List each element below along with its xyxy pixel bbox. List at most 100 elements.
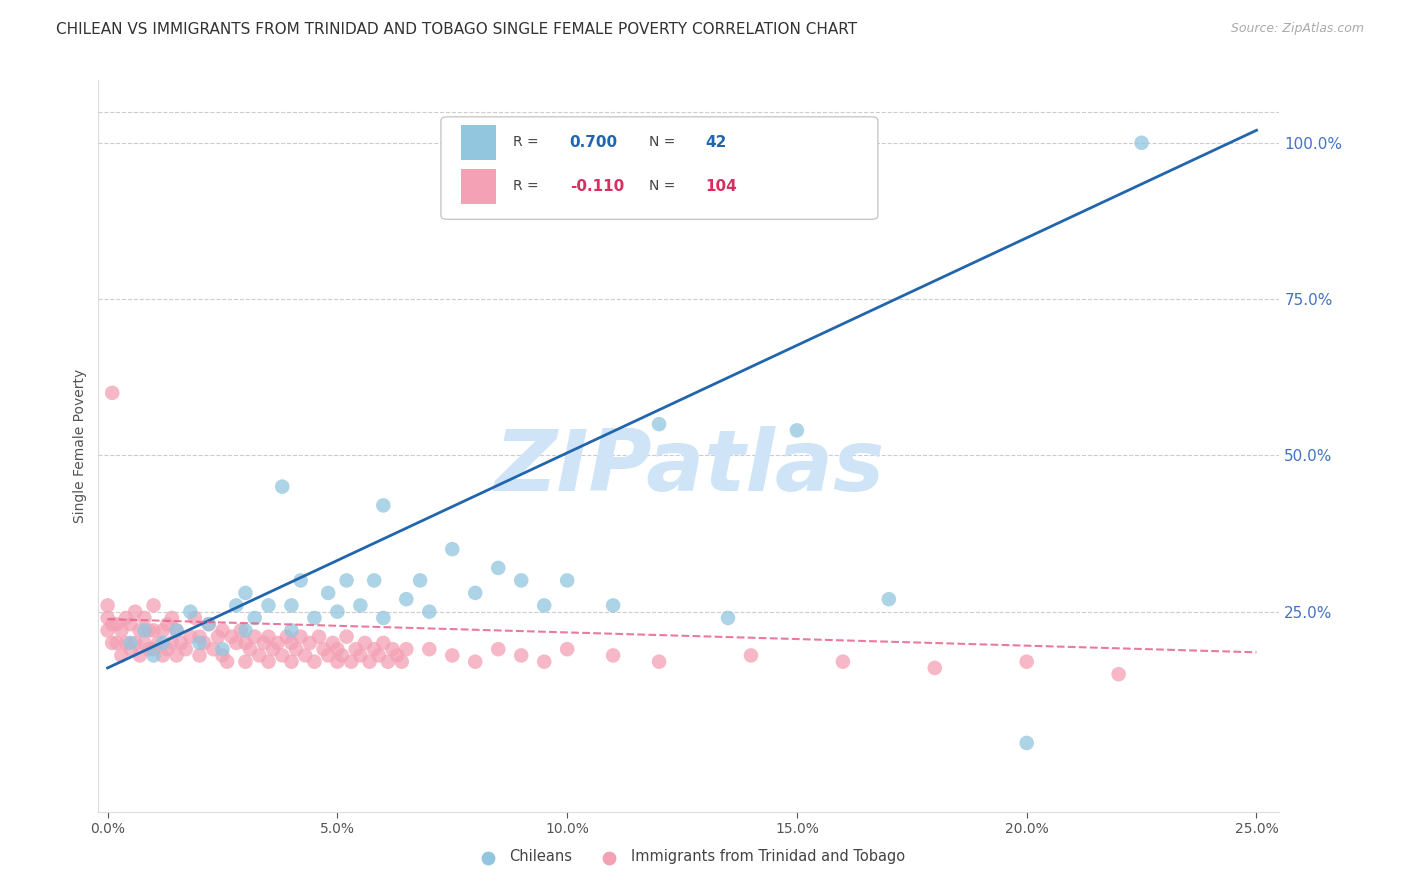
Point [225, 599, 247, 613]
Point [160, 611, 183, 625]
Point [253, 636, 276, 650]
FancyBboxPatch shape [441, 117, 877, 219]
Point [648, 417, 671, 431]
Point [326, 642, 349, 657]
Y-axis label: Single Female Poverty: Single Female Poverty [73, 369, 87, 523]
Point [134, 636, 156, 650]
Point [486, 561, 509, 575]
Point [418, 605, 440, 619]
Point [555, 574, 578, 588]
Point [464, 586, 486, 600]
Point [326, 655, 349, 669]
Point [510, 574, 533, 588]
Point [128, 648, 150, 663]
Point [128, 624, 150, 638]
Point [304, 655, 326, 669]
Point [316, 648, 339, 663]
Point [101, 617, 124, 632]
Text: 104: 104 [706, 178, 737, 194]
Point [235, 636, 257, 650]
Point [243, 630, 266, 644]
Point [134, 624, 156, 638]
Point [555, 642, 578, 657]
Point [1108, 667, 1130, 681]
Point [110, 648, 132, 663]
Point [211, 624, 233, 638]
Point [280, 599, 302, 613]
Point [179, 630, 201, 644]
Point [717, 611, 740, 625]
Point [156, 617, 179, 632]
Point [1015, 736, 1038, 750]
Point [510, 648, 533, 663]
Point [395, 642, 418, 657]
Text: R =: R = [513, 136, 543, 150]
Text: N =: N = [648, 179, 679, 194]
Point [340, 655, 363, 669]
Point [1015, 655, 1038, 669]
Point [120, 617, 142, 632]
Point [120, 642, 142, 657]
Point [235, 586, 257, 600]
Point [285, 642, 308, 657]
Point [142, 599, 165, 613]
Point [441, 648, 464, 663]
Point [486, 642, 509, 657]
Point [294, 648, 316, 663]
Point [160, 636, 183, 650]
Point [602, 648, 624, 663]
Point [166, 624, 188, 638]
Point [217, 655, 239, 669]
Text: 42: 42 [706, 135, 727, 150]
Point [188, 648, 211, 663]
Point [648, 655, 671, 669]
Point [363, 574, 385, 588]
FancyBboxPatch shape [461, 125, 496, 160]
Point [197, 617, 219, 632]
Point [239, 642, 262, 657]
Point [280, 624, 302, 638]
Point [101, 636, 124, 650]
Point [235, 655, 257, 669]
Point [166, 648, 188, 663]
Point [174, 642, 197, 657]
Point [276, 630, 298, 644]
Point [877, 592, 900, 607]
Point [533, 599, 555, 613]
Point [243, 611, 266, 625]
Point [740, 648, 762, 663]
Point [290, 630, 312, 644]
Point [146, 636, 169, 650]
Point [138, 624, 160, 638]
Point [385, 648, 408, 663]
Point [152, 624, 174, 638]
Point [326, 605, 349, 619]
Point [142, 642, 165, 657]
Point [391, 655, 413, 669]
Point [221, 630, 243, 644]
Point [184, 611, 207, 625]
Point [225, 636, 247, 650]
Point [271, 648, 294, 663]
Point [924, 661, 946, 675]
Point [120, 636, 142, 650]
Point [831, 655, 853, 669]
Point [179, 605, 201, 619]
Point [786, 423, 808, 437]
Point [124, 605, 146, 619]
Point [97, 599, 120, 613]
Point [207, 630, 229, 644]
Text: ZIPatlas: ZIPatlas [494, 426, 884, 509]
Point [280, 655, 302, 669]
Point [247, 648, 270, 663]
Point [188, 636, 211, 650]
Point [344, 642, 367, 657]
Point [152, 648, 174, 663]
Point [152, 636, 174, 650]
Point [124, 636, 146, 650]
Point [166, 624, 188, 638]
Text: Source: ZipAtlas.com: Source: ZipAtlas.com [1230, 22, 1364, 36]
Text: CHILEAN VS IMMIGRANTS FROM TRINIDAD AND TOBAGO SINGLE FEMALE POVERTY CORRELATION: CHILEAN VS IMMIGRANTS FROM TRINIDAD AND … [56, 22, 858, 37]
Point [349, 599, 371, 613]
Point [464, 655, 486, 669]
